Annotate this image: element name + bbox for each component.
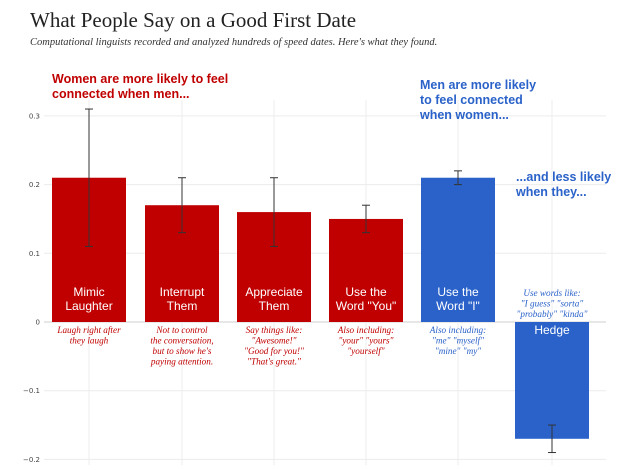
bar-note: "your" "yours" bbox=[339, 336, 394, 346]
y-tick-label: −0.1 bbox=[23, 387, 40, 395]
bar-label: Interrupt bbox=[160, 285, 205, 299]
bar-label: Use the bbox=[437, 285, 479, 299]
bar-label: Them bbox=[167, 299, 198, 313]
men-less-annotation: ...and less likely when they... bbox=[516, 170, 612, 199]
y-tick-label: 0.2 bbox=[29, 181, 40, 189]
bar-note: "Awesome!" bbox=[252, 336, 297, 346]
bar-label: Use the bbox=[345, 285, 387, 299]
bar bbox=[329, 218, 403, 322]
bar-note: Also including: bbox=[429, 325, 486, 335]
bar-note: "That's great." bbox=[247, 357, 301, 367]
bar-label: Word "You" bbox=[336, 299, 397, 313]
bar-label: Hedge bbox=[534, 323, 570, 337]
bar-label: Them bbox=[259, 299, 290, 313]
bar-note: paying attention. bbox=[150, 357, 213, 367]
bar-note: "Good for you!" bbox=[244, 346, 304, 356]
y-tick-label: 0 bbox=[36, 319, 40, 327]
y-tick-label: 0.1 bbox=[29, 250, 40, 258]
bar-note: but to show he's bbox=[153, 346, 212, 356]
bar-label: Word "I" bbox=[436, 299, 480, 313]
bar-note: Use words like: bbox=[523, 288, 580, 298]
bar-note: "yourself" bbox=[347, 346, 384, 356]
y-tick-label: −0.2 bbox=[23, 456, 40, 464]
bar bbox=[421, 177, 495, 322]
bar-note: "me" "myself" bbox=[432, 336, 484, 346]
bar-note: Also including: bbox=[337, 325, 394, 335]
y-tick-label: 0.3 bbox=[29, 112, 40, 120]
bar-note: "probably" "kinda" bbox=[517, 309, 588, 319]
women-annotation: Women are more likely to feel connected … bbox=[52, 72, 229, 101]
bar-label: Mimic bbox=[73, 285, 104, 299]
bar-label: Appreciate bbox=[245, 285, 303, 299]
bar-label: Laughter bbox=[65, 299, 112, 313]
chart-title: What People Say on a Good First Date bbox=[30, 8, 357, 32]
bar-note: Say things like: bbox=[246, 325, 303, 335]
bar-note: Not to control bbox=[155, 325, 208, 335]
bar-note: "I guess" "sorta" bbox=[521, 299, 584, 309]
chart-subtitle: Computational linguists recorded and ana… bbox=[30, 37, 438, 48]
bar-note: they laugh bbox=[70, 336, 109, 346]
bar-note: "mine" "my" bbox=[435, 346, 481, 356]
bar-note: Laugh right after bbox=[56, 325, 121, 335]
bar bbox=[515, 322, 589, 439]
bar-note: the conversation, bbox=[150, 336, 213, 346]
men-annotation: Men are more likely to feel connected wh… bbox=[420, 78, 537, 122]
